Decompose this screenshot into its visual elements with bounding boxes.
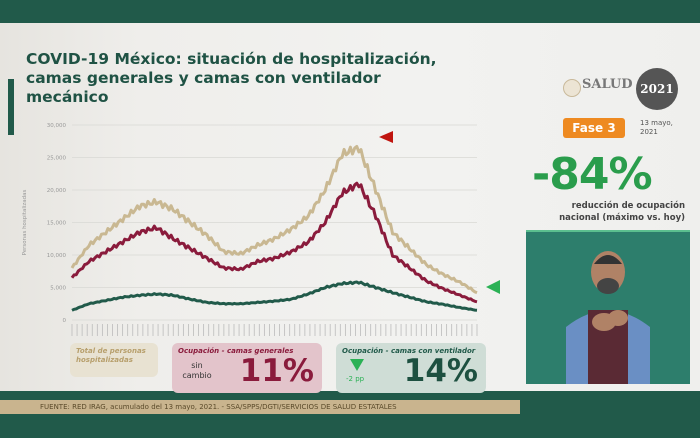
slide: COVID-19 México: situación de hospitaliz… — [0, 23, 700, 391]
phase-badge: Fase 3 — [563, 118, 625, 138]
title-accent-bar — [8, 79, 14, 135]
current-marker-icon — [486, 280, 500, 294]
y-tick-label: 0 — [63, 318, 67, 324]
sign-language-interpreter-video — [526, 230, 690, 384]
series-line-general — [70, 181, 478, 304]
ventilator-beds-value: 14% — [403, 353, 478, 389]
down-arrow-icon — [350, 359, 364, 371]
ventilator-beds-change: -2 pp — [346, 375, 365, 383]
mexico-seal-icon — [563, 79, 581, 97]
date-label: 13 mayo, 2021 — [640, 119, 673, 136]
y-tick-label: 20,000 — [47, 188, 67, 194]
reduction-caption: reducción de ocupación nacional (máximo … — [559, 201, 685, 223]
source-note: FUENTE: RED IRAG, acumulado del 13 mayo,… — [0, 400, 520, 414]
general-beds-label: Ocupación - camas generales — [178, 347, 294, 355]
mexico-2021-badge: 2021 — [636, 68, 678, 110]
interpreter-figure — [526, 232, 690, 384]
ventilator-beds-label: Ocupación - camas con ventilador — [342, 347, 476, 355]
salud-logo: SALUD — [582, 77, 633, 92]
page-title: COVID-19 México: situación de hospitaliz… — [26, 50, 437, 106]
peak-marker-icon — [379, 131, 393, 143]
ventilator-beds-card: Ocupación - camas con ventilador -2 pp 1… — [336, 343, 486, 393]
series-line-total — [70, 145, 478, 295]
general-beds-value: 11% — [239, 353, 314, 389]
y-tick-label: 15,000 — [47, 221, 67, 227]
general-beds-change: sin cambio — [182, 361, 212, 380]
general-beds-card: Ocupación - camas generales sin cambio 1… — [172, 343, 322, 393]
y-tick-label: 5,000 — [50, 286, 66, 292]
y-tick-label: 30,000 — [47, 123, 67, 129]
y-tick-label: 25,000 — [47, 156, 67, 162]
y-tick-label: 10,000 — [47, 253, 67, 259]
reduction-value: -84% — [532, 149, 653, 200]
legend-total-card: Total de personas hospitalizadas — [70, 343, 158, 377]
legend-total-label: Total de personas hospitalizadas — [76, 347, 146, 364]
y-axis-label: Personas hospitalizadas — [22, 189, 28, 255]
series-line-ventilator — [71, 280, 478, 312]
